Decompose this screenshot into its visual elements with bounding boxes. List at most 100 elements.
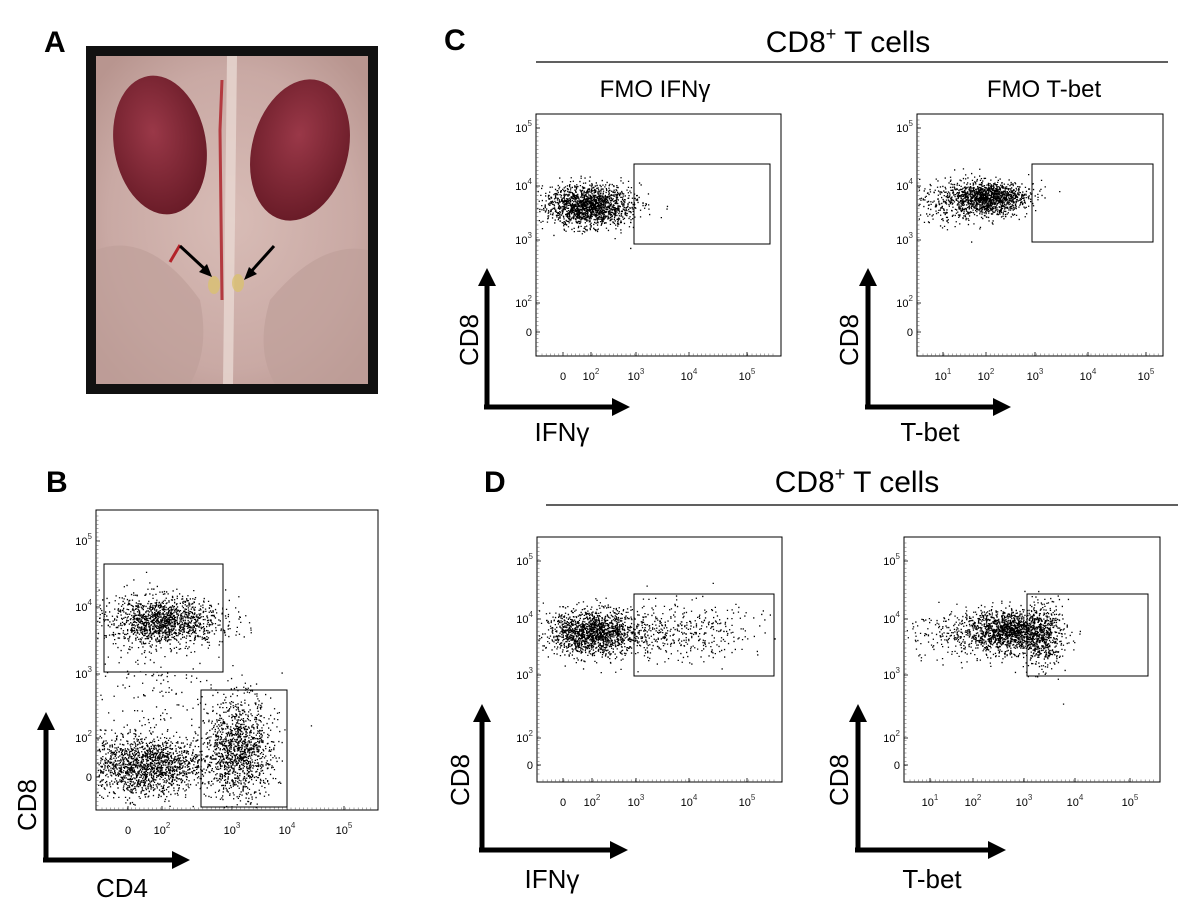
- event-dots: [906, 590, 1081, 705]
- gate-d-left: [633, 593, 775, 677]
- dissection-photo: [86, 46, 378, 394]
- panel-label-d: D: [484, 466, 506, 499]
- axis-label-c-right-x: T-bet: [900, 417, 960, 447]
- y-tick-label: 104: [516, 610, 533, 626]
- x-tick-label: 0: [560, 371, 566, 383]
- x-tick-label: 105: [336, 821, 353, 837]
- x-tick-label: 105: [739, 367, 756, 383]
- plot-frame-d-left: [536, 536, 783, 783]
- arrowhead-d-right-y: [849, 704, 867, 722]
- ticks-c-left: 0 102 103 104 105 0 102 103 104 105: [515, 119, 774, 383]
- arrowhead-d-right-x: [988, 841, 1006, 859]
- axis-label-c-right-y: CD8: [834, 314, 864, 366]
- minor-ticks: [96, 515, 372, 810]
- lymph-node: [208, 276, 220, 294]
- y-tick-label: 104: [75, 598, 92, 614]
- y-tick-label: 102: [75, 729, 92, 745]
- x-tick-label: 104: [1067, 793, 1084, 809]
- plot-frame-d-right: [903, 536, 1161, 783]
- x-tick-label: 0: [560, 797, 566, 809]
- panel-label-c: C: [444, 24, 466, 57]
- right-kidney: [250, 79, 350, 221]
- dot-cloud-b: [97, 571, 313, 809]
- y-tick-label: 105: [515, 119, 532, 135]
- x-tick-label: 104: [279, 821, 296, 837]
- y-tick-label: 0: [894, 760, 900, 772]
- y-tick-label: 102: [515, 294, 532, 310]
- left-kidney: [113, 75, 207, 215]
- x-tick-label: 0: [125, 825, 131, 837]
- plot-frame-c-right: [916, 113, 1164, 357]
- abdominal-wall: [96, 245, 204, 384]
- y-tick-label: 0: [86, 772, 92, 784]
- x-tick-label: 105: [739, 793, 756, 809]
- axis-label-c-left-y: CD8: [454, 314, 484, 366]
- x-tick-label: 104: [681, 793, 698, 809]
- dot-cloud-d-right: [906, 590, 1081, 705]
- event-dots: [918, 168, 1061, 243]
- x-tick-label: 103: [1016, 793, 1033, 809]
- spine-midline: [223, 55, 237, 385]
- axis-label-d-right-y: CD8: [824, 754, 854, 806]
- x-tick-label: 102: [583, 367, 600, 383]
- axis-label-b-y: CD8: [12, 779, 42, 831]
- ticks-d-right: 0 102 103 104 105 101 102 103 104 105: [883, 542, 1154, 809]
- dot-cloud-c-left: [537, 175, 669, 250]
- panel-c-title: CD8+ T cells: [766, 24, 930, 59]
- x-tick-label: 102: [154, 821, 171, 837]
- y-tick-label: 105: [516, 552, 533, 568]
- plot-frame-b: [95, 509, 379, 811]
- axis-label-d-left-y: CD8: [445, 754, 475, 806]
- y-tick-label: 104: [883, 610, 900, 626]
- x-tick-label: 101: [935, 367, 952, 383]
- y-tick-label: 102: [896, 294, 913, 310]
- ticks-b: 0 102 103 104 105 0 102 103 104 105: [75, 515, 372, 837]
- x-tick-label: 103: [628, 793, 645, 809]
- arrowhead-b-x: [172, 851, 190, 869]
- x-tick-label: 102: [978, 367, 995, 383]
- event-dots: [97, 571, 313, 809]
- ticks-d-left: 0 102 103 104 105 0 102 103 104 105: [516, 542, 775, 809]
- panel-c-left-subtitle: FMO IFNγ: [600, 76, 711, 103]
- minor-ticks: [537, 542, 775, 782]
- x-tick-label: 103: [224, 821, 241, 837]
- arrowhead-c-right-x: [993, 398, 1011, 416]
- arrow-icon: [244, 244, 276, 280]
- x-tick-label: 104: [681, 367, 698, 383]
- panel-label-b: B: [46, 466, 68, 499]
- y-tick-label: 103: [883, 666, 900, 682]
- minor-ticks: [904, 542, 1154, 782]
- aorta: [218, 79, 224, 301]
- axis-label-c-left-x: IFNγ: [535, 417, 590, 447]
- y-tick-label: 103: [516, 666, 533, 682]
- ticks-c-right: 0 102 103 104 105 101 102 103 104 105: [896, 119, 1159, 383]
- y-tick-label: 0: [907, 327, 913, 339]
- gate-cd8: [103, 563, 224, 673]
- minor-ticks: [536, 119, 774, 356]
- gate-d-right: [1026, 593, 1149, 677]
- axis-label-b-x: CD4: [96, 873, 148, 903]
- arrow-icon: [178, 244, 212, 277]
- y-tick-label: 0: [527, 760, 533, 772]
- y-tick-label: 102: [516, 729, 533, 745]
- arrowhead-b-y: [37, 712, 55, 730]
- y-tick-label: 104: [896, 177, 913, 193]
- y-tick-label: 0: [526, 327, 532, 339]
- minor-ticks: [917, 119, 1159, 356]
- plot-frame-c-left: [535, 113, 782, 357]
- event-dots: [220, 613, 252, 638]
- gate-cd4: [200, 689, 288, 808]
- panel-label-a: A: [44, 26, 66, 59]
- x-tick-label: 103: [628, 367, 645, 383]
- axis-label-d-left-x: IFNγ: [525, 864, 580, 894]
- y-tick-label: 103: [896, 231, 913, 247]
- arrowhead-d-left-x: [610, 841, 628, 859]
- dot-cloud-d-left: [538, 582, 776, 674]
- arrowhead-c-left-x: [612, 398, 630, 416]
- panel-d-title: CD8+ T cells: [775, 464, 939, 499]
- panel-c-right-subtitle: FMO T-bet: [987, 76, 1102, 103]
- lymph-node: [232, 274, 244, 292]
- arrowhead-d-left-y: [473, 704, 491, 722]
- y-tick-label: 103: [515, 231, 532, 247]
